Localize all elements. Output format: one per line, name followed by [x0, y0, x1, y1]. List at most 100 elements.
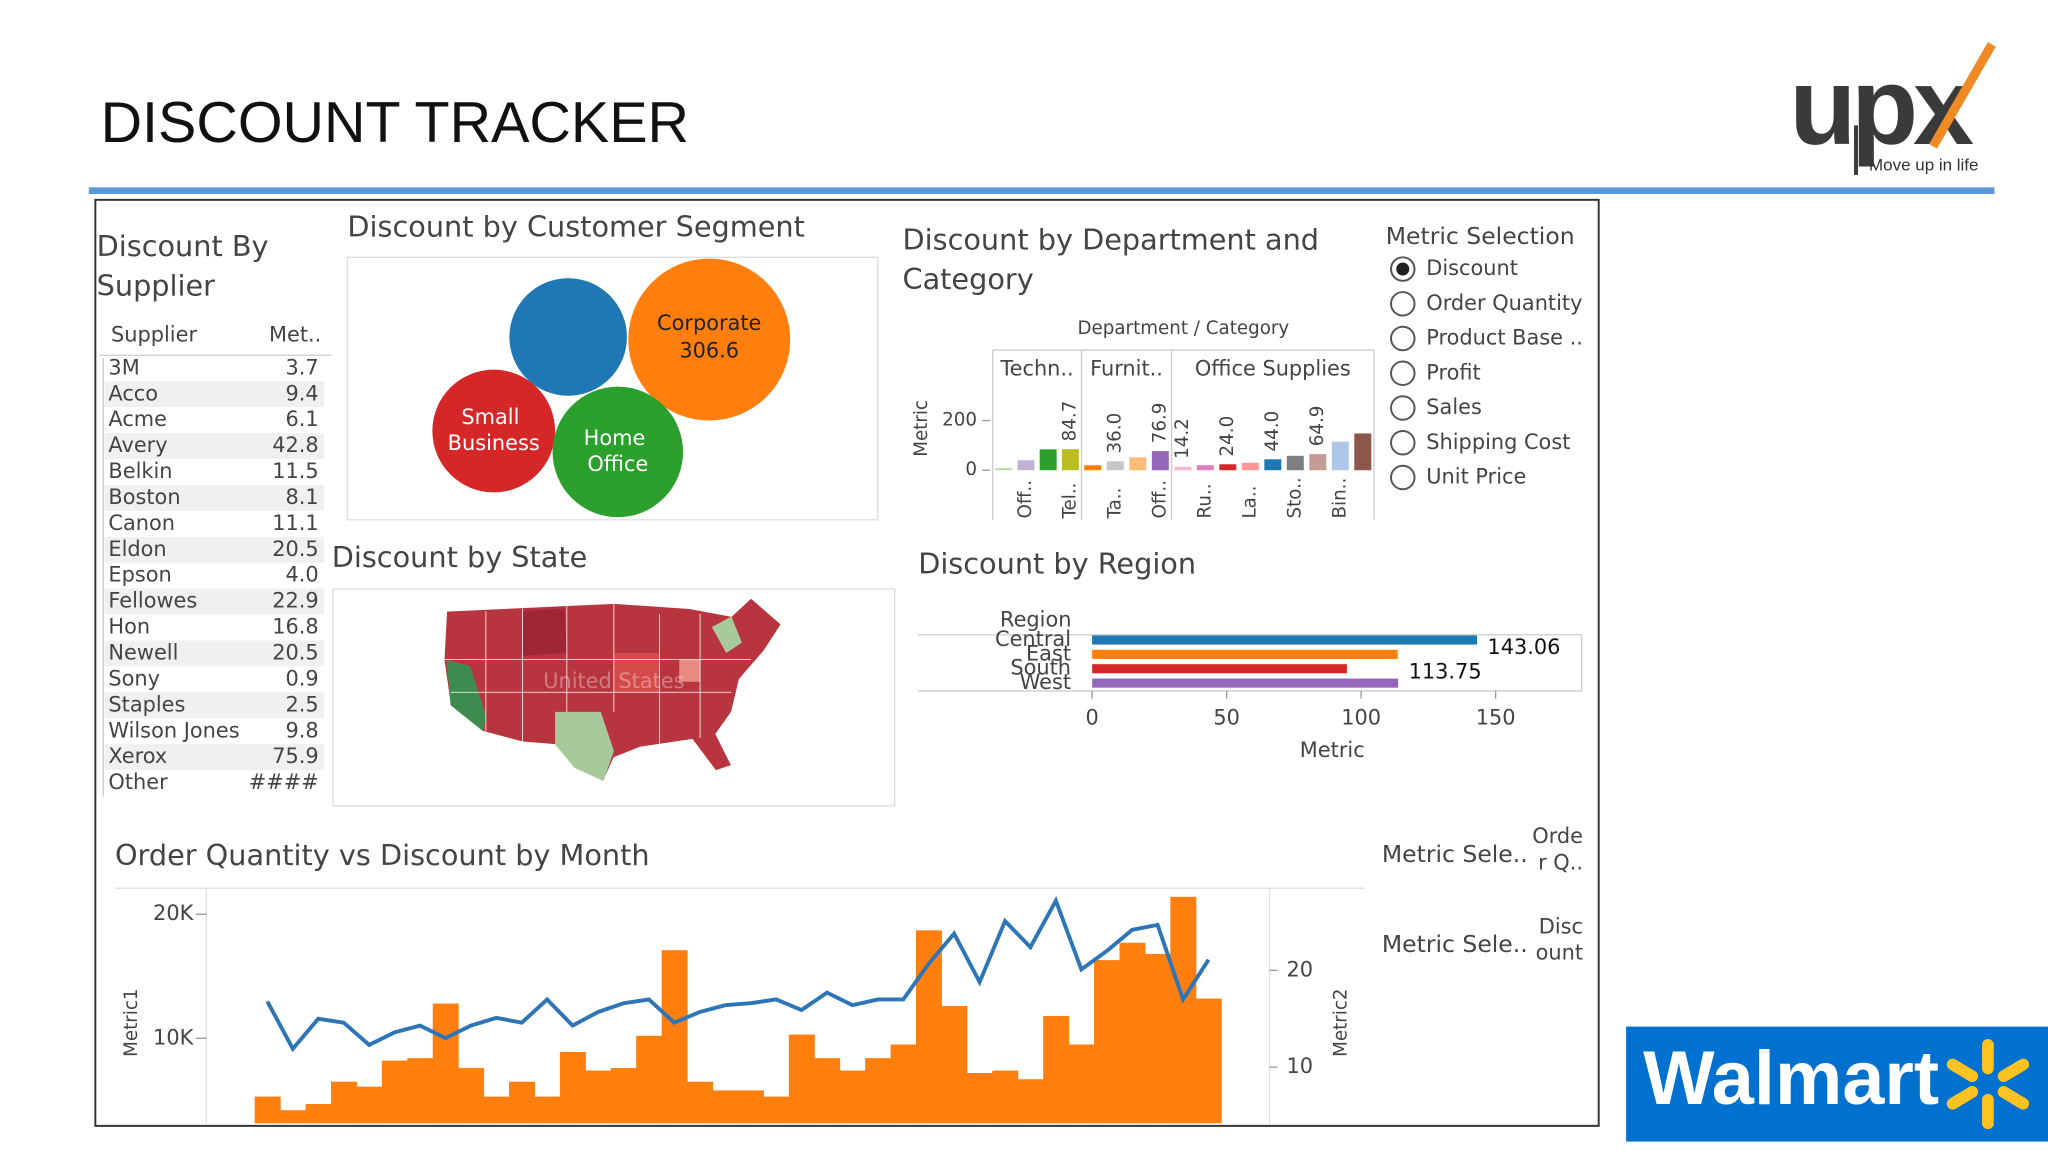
bar — [1219, 464, 1237, 471]
category-label: Sto.. — [1284, 477, 1305, 518]
bar — [407, 1058, 434, 1124]
bar — [1084, 465, 1102, 471]
bar — [661, 950, 688, 1124]
radio-label[interactable]: Order Quantity — [1426, 291, 1582, 315]
radio-label[interactable]: Sales — [1426, 395, 1482, 419]
supplier-value: 11.5 — [272, 459, 318, 483]
bar — [636, 1035, 663, 1124]
supplier-value: 3.7 — [285, 355, 318, 379]
bubble — [552, 386, 684, 518]
supplier-name: Wilson Jones — [108, 718, 239, 742]
radio-dot — [1396, 262, 1410, 276]
supplier-name: Xerox — [108, 744, 167, 768]
value-label: 84.7 — [1059, 401, 1080, 442]
bar — [1092, 678, 1399, 688]
supplier-name: Sony — [108, 666, 160, 690]
supplier-name: Other — [108, 770, 168, 794]
column-header: Supplier — [111, 323, 197, 347]
radio-label[interactable]: Unit Price — [1426, 465, 1526, 489]
row-stripe — [104, 692, 324, 719]
bar — [559, 1051, 586, 1124]
bar — [1174, 466, 1192, 471]
bar — [966, 1073, 993, 1124]
monthly-title: Order Quantity vs Discount by Month — [115, 838, 650, 872]
category-label: West — [1020, 670, 1071, 694]
bar — [458, 1068, 485, 1124]
value-label: 113.75 — [1409, 660, 1482, 684]
map-title: Discount by State — [332, 540, 588, 574]
radio-label[interactable]: Discount — [1426, 256, 1518, 280]
bar — [1170, 896, 1197, 1124]
bubble — [628, 258, 791, 421]
radio-button[interactable] — [1390, 464, 1416, 491]
radio-button[interactable] — [1390, 291, 1416, 317]
bar — [1043, 1015, 1070, 1124]
radio-label[interactable]: Profit — [1426, 360, 1480, 384]
control-value[interactable]: Orde r Q.. — [1532, 824, 1583, 874]
category-label: East — [1026, 641, 1071, 665]
row-stripe — [104, 484, 324, 511]
bar — [1119, 942, 1146, 1124]
category-label: Tel.. — [1059, 483, 1080, 520]
walmart-logo: Walmart — [1643, 1036, 1939, 1121]
bar — [1061, 449, 1079, 471]
radio-button[interactable] — [1390, 395, 1416, 421]
bar — [1195, 998, 1222, 1124]
category-label: La.. — [1239, 486, 1260, 519]
category-label: Off.. — [1015, 480, 1036, 519]
bar — [941, 1006, 968, 1124]
value-label: 36.0 — [1104, 413, 1125, 454]
supplier-title: Discount By Supplier — [97, 229, 278, 302]
map-frame — [332, 588, 896, 807]
radio-label[interactable]: Product Base .. — [1426, 326, 1583, 350]
bar — [1264, 459, 1282, 471]
bar — [330, 1081, 357, 1124]
row-stripe — [104, 744, 324, 771]
y2-tick-label: 10 — [1287, 1054, 1314, 1078]
x-tick-label: 50 — [1213, 705, 1240, 729]
department-name: Techn.. — [999, 357, 1073, 381]
bar — [610, 1068, 637, 1124]
bar — [1106, 461, 1124, 471]
radio-button[interactable] — [1390, 430, 1416, 456]
bar — [1241, 462, 1259, 471]
supplier-name: Avery — [108, 433, 167, 457]
bar — [585, 1070, 612, 1124]
dashboard-frame — [94, 198, 1600, 1127]
supplier-value: #### — [249, 770, 319, 794]
bar — [1354, 433, 1372, 471]
supplier-value: 0.9 — [285, 666, 318, 690]
upx-tagline: Move up in life — [1869, 155, 1978, 174]
bar — [1092, 664, 1347, 674]
bar — [356, 1086, 383, 1124]
bar — [1286, 455, 1304, 471]
x-tick-label: 100 — [1341, 705, 1381, 729]
category-label: Ta.. — [1104, 488, 1125, 520]
bar — [890, 1044, 917, 1124]
value-label: 14.2 — [1172, 418, 1193, 459]
radio-button[interactable] — [1390, 360, 1416, 387]
bar — [763, 1096, 790, 1124]
bubble — [432, 369, 556, 493]
radio-label[interactable]: Shipping Cost — [1426, 430, 1570, 454]
category-label: Bin.. — [1329, 478, 1350, 519]
supplier-value: 75.9 — [272, 744, 318, 768]
bar — [1196, 465, 1214, 471]
supplier-name: Canon — [108, 511, 175, 535]
supplier-value: 42.8 — [272, 433, 318, 457]
bar — [432, 1003, 459, 1124]
supplier-name: Belkin — [108, 459, 172, 483]
y-axis-title: Metric1 — [121, 988, 142, 1056]
supplier-value: 4.0 — [285, 563, 318, 587]
supplier-name: Acco — [108, 381, 158, 405]
control-value[interactable]: Disc ount — [1536, 914, 1583, 964]
y-tick-label: 0 — [965, 459, 977, 480]
supplier-value: 8.1 — [285, 485, 318, 509]
bar — [839, 1070, 866, 1124]
department-header: Department / Category — [1077, 318, 1289, 339]
bar — [1017, 460, 1035, 471]
map-watermark: United States — [543, 669, 684, 693]
supplier-name: Acme — [108, 407, 167, 431]
radio-button[interactable] — [1390, 325, 1416, 352]
bar — [254, 1096, 281, 1124]
